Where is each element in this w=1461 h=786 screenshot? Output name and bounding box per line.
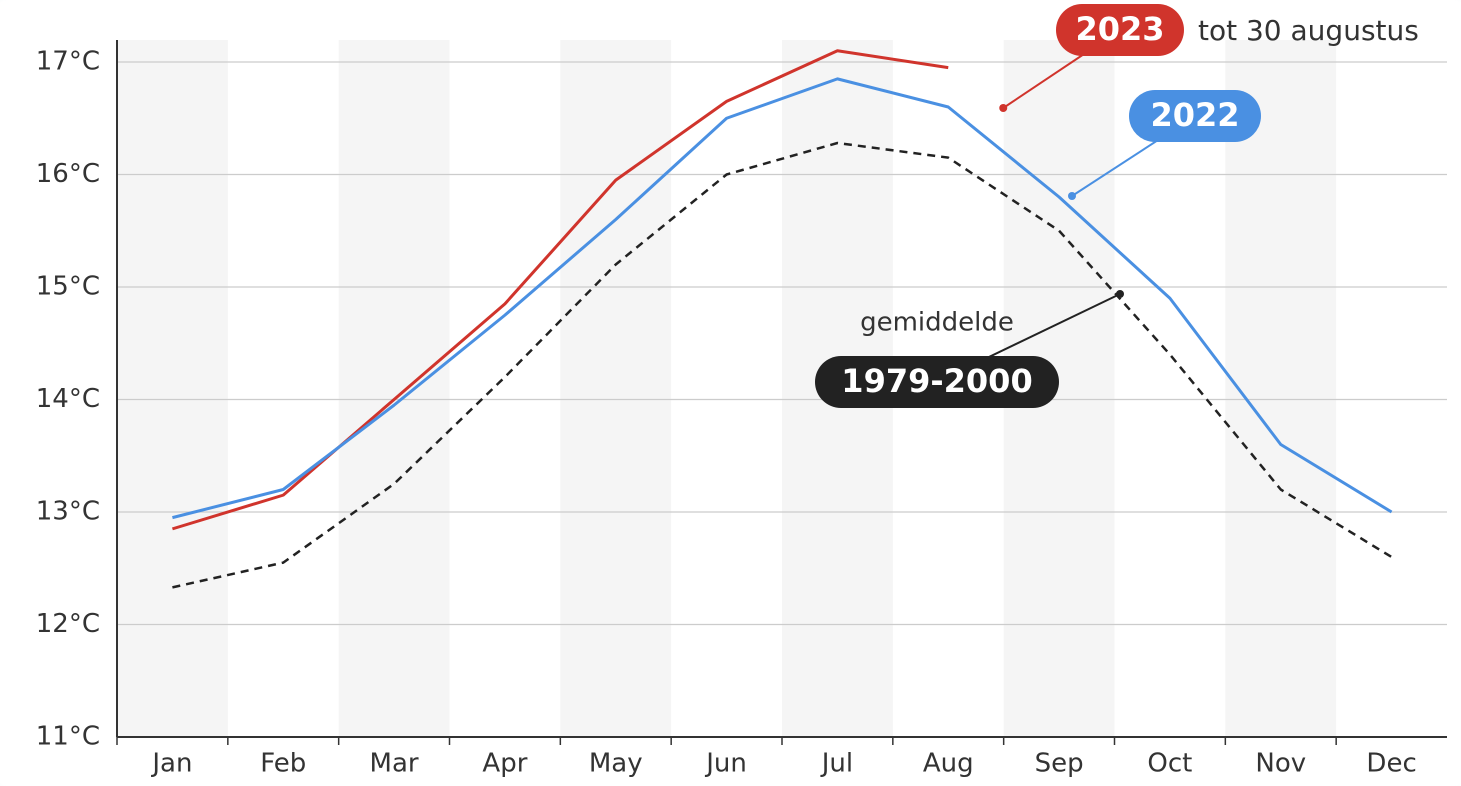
month-band xyxy=(560,40,672,737)
y-tick-label: 15°C xyxy=(36,272,100,302)
annotation: gemiddelde xyxy=(860,308,1014,338)
x-tick-label: Jun xyxy=(704,749,747,779)
series-line xyxy=(171,49,949,531)
x-tick-label: Nov xyxy=(1255,749,1306,779)
x-tick-label: Jan xyxy=(150,749,192,779)
grid xyxy=(116,40,1447,745)
month-band xyxy=(1225,40,1337,737)
legend-label: 2023 xyxy=(1075,10,1164,48)
month-band xyxy=(117,40,228,737)
series-line xyxy=(172,77,1393,520)
leader-dot xyxy=(1068,192,1076,200)
x-tick-label: Feb xyxy=(260,749,306,779)
y-tick-label: 13°C xyxy=(36,497,100,527)
y-tick-label: 16°C xyxy=(36,159,100,189)
leader-dot xyxy=(1116,290,1124,298)
legend-badge xyxy=(1129,90,1261,142)
month-bands xyxy=(117,40,1337,737)
month-band xyxy=(338,40,450,737)
x-tick-label: Dec xyxy=(1366,749,1416,779)
leader-dot xyxy=(999,104,1008,112)
x-tick-label: May xyxy=(589,749,643,779)
x-tick-label: Mar xyxy=(370,749,419,779)
y-tick-label: 11°C xyxy=(36,722,100,752)
legend-label: 1979-2000 xyxy=(841,362,1032,400)
y-tick-label: 12°C xyxy=(36,609,100,639)
x-tick-label: Sep xyxy=(1035,749,1084,779)
x-tick-label: Aug xyxy=(923,749,974,779)
x-tick-label: Oct xyxy=(1147,749,1192,779)
y-tick-label: 14°C xyxy=(36,384,100,414)
lines xyxy=(171,49,1393,589)
y-tick-label: 17°C xyxy=(36,47,100,77)
legend-badge xyxy=(815,356,1059,408)
x-tick-label: Apr xyxy=(482,749,527,779)
x-tick-label: Jul xyxy=(820,749,853,779)
legend-badge xyxy=(1056,4,1184,56)
series-line xyxy=(172,141,1393,589)
legend-label: 2022 xyxy=(1150,96,1239,134)
labels: Jan Feb Mar Apr May Jun Jul Aug Sep Oct Nov Dec 11°C… xyxy=(36,4,1419,779)
annotation: tot 30 augustus xyxy=(1198,14,1419,47)
